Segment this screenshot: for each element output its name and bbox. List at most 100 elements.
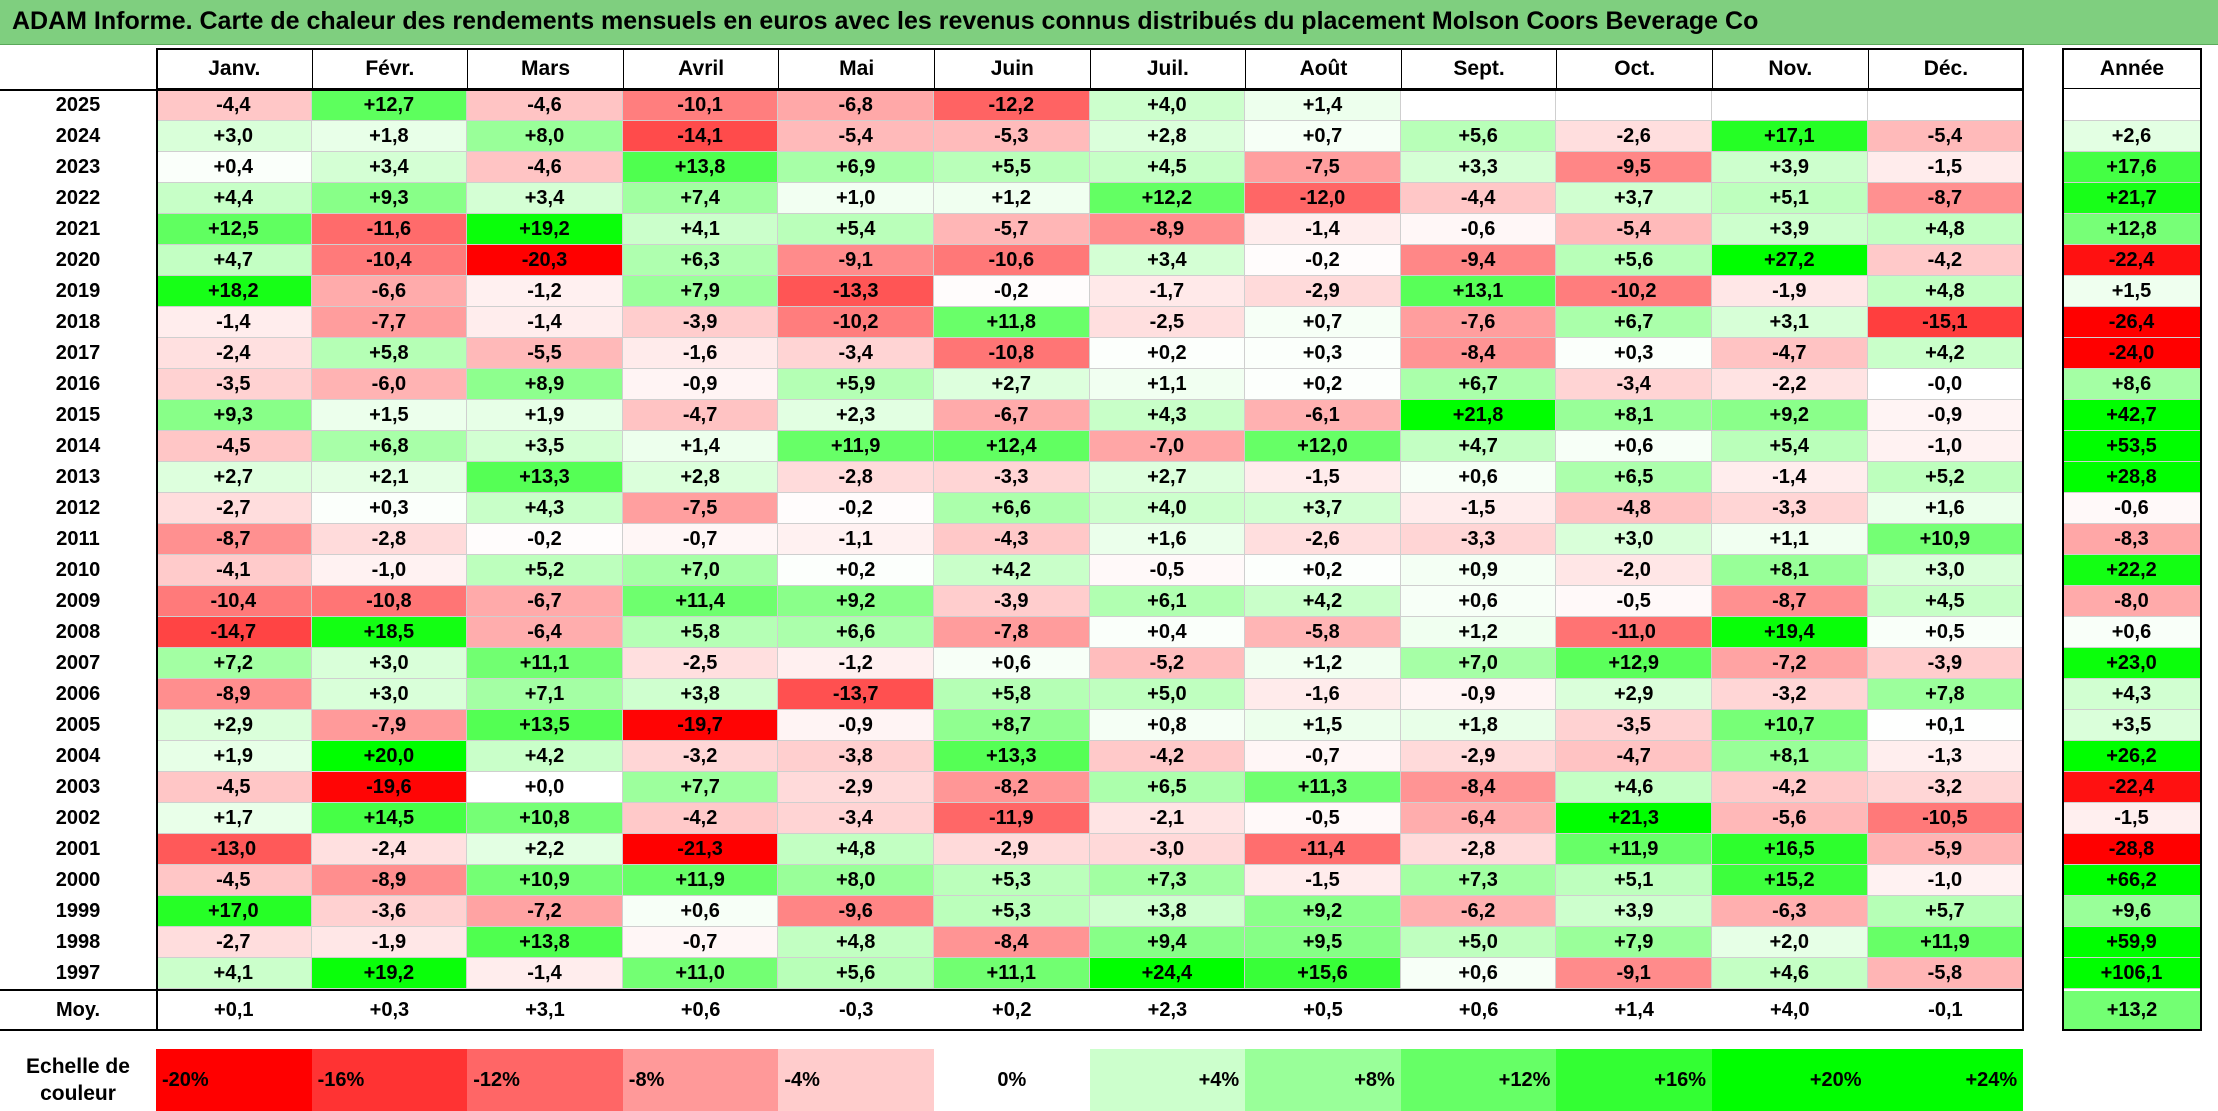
heatmap-cell: +5,1 (1556, 865, 1712, 896)
heatmap-cell: -0,9 (1867, 400, 2024, 431)
year-label: 2002 (0, 803, 156, 834)
heatmap-cell: +0,9 (1400, 555, 1557, 586)
year-label: 2006 (0, 679, 156, 710)
heatmap-cell: -11,0 (1556, 617, 1712, 648)
heatmap-cell: -3,2 (1867, 772, 2024, 803)
heatmap-cell: -4,2 (622, 803, 779, 834)
year-label: 2021 (0, 214, 156, 245)
annual-cell: -0,6 (2062, 493, 2202, 524)
heatmap-cell: -5,8 (1867, 958, 2024, 989)
title-bar: ADAM Informe. Carte de chaleur des rende… (0, 0, 2218, 45)
month-header: Oct. (1556, 48, 1713, 89)
heatmap-cell: -1,5 (1400, 493, 1557, 524)
heatmap-cell: +11,4 (622, 586, 779, 617)
heatmap-cell: +7,4 (622, 183, 779, 214)
heatmap-cell: +16,5 (1712, 834, 1868, 865)
heatmap-cell: +4,0 (1089, 90, 1246, 121)
heatmap-cell: -0,7 (1245, 741, 1401, 772)
heatmap-cell: +0,6 (1400, 462, 1557, 493)
heatmap-cell: +9,2 (1245, 896, 1401, 927)
heatmap-cell: +19,2 (467, 214, 623, 245)
heatmap-cell: -6,3 (1712, 896, 1868, 927)
heatmap-cell: -4,5 (156, 865, 312, 896)
heatmap-cell: +5,8 (622, 617, 779, 648)
heatmap-cell: -1,0 (311, 555, 468, 586)
heatmap-cell: -4,6 (467, 90, 623, 121)
heatmap-cell: +6,8 (311, 431, 468, 462)
heatmap-cell: +0,2 (1089, 338, 1246, 369)
heatmap-cell: -3,3 (1712, 493, 1868, 524)
heatmap-cell: +0,6 (1556, 431, 1712, 462)
heatmap-cell: -8,4 (1400, 338, 1557, 369)
heatmap-cell: -10,4 (156, 586, 312, 617)
heatmap-cell: +5,8 (311, 338, 468, 369)
heatmap-cell: -2,0 (1556, 555, 1712, 586)
heatmap-cell: +4,6 (1556, 772, 1712, 803)
heatmap-cell: +11,1 (467, 648, 623, 679)
color-scale-swatch: +12% (1400, 1049, 1557, 1111)
heatmap-cell: +4,2 (934, 555, 1090, 586)
heatmap-cell: -2,9 (1400, 741, 1557, 772)
annual-cell: -1,5 (2062, 803, 2202, 834)
heatmap-cell (1556, 90, 1712, 121)
heatmap-cell: +3,9 (1556, 896, 1712, 927)
annual-cell: +8,6 (2062, 369, 2202, 400)
heatmap-cell: +11,9 (778, 431, 934, 462)
page-title: ADAM Informe. Carte de chaleur des rende… (12, 7, 1759, 35)
heatmap-cell: -1,4 (467, 307, 623, 338)
heatmap-cell: +4,5 (1867, 586, 2024, 617)
annual-cell: +66,2 (2062, 865, 2202, 896)
color-scale-swatch: +20% (1712, 1049, 1868, 1111)
heatmap-cell: +2,7 (934, 369, 1090, 400)
heatmap-cell: +13,3 (467, 462, 623, 493)
heatmap-cell: +18,5 (311, 617, 468, 648)
heatmap-cell: +13,8 (467, 927, 623, 958)
month-header: Mars (467, 48, 624, 89)
heatmap-cell: +3,0 (1867, 555, 2024, 586)
heatmap-cell: -8,7 (1867, 183, 2024, 214)
heatmap-cell: -1,5 (1245, 865, 1401, 896)
heatmap-cell: +3,8 (622, 679, 779, 710)
heatmap-cell: +9,2 (1712, 400, 1868, 431)
heatmap-cell: +4,6 (1712, 958, 1868, 989)
month-header: Janv. (156, 48, 313, 89)
year-label: 2009 (0, 586, 156, 617)
annual-cell: -22,4 (2062, 772, 2202, 803)
heatmap-cell: -0,5 (1245, 803, 1401, 834)
heatmap-cell: -4,2 (1712, 772, 1868, 803)
heatmap-cell: +3,1 (1712, 307, 1868, 338)
heatmap-cell: -6,7 (934, 400, 1090, 431)
heatmap-cell: +13,3 (934, 741, 1090, 772)
average-cell: +0,6 (622, 991, 779, 1029)
heatmap-cell: -11,9 (934, 803, 1090, 834)
heatmap-cell: +1,4 (1245, 90, 1401, 121)
heatmap-cell: -2,8 (778, 462, 934, 493)
heatmap-cell: -11,6 (311, 214, 468, 245)
heatmap-cell: -19,7 (622, 710, 779, 741)
heatmap-cell: +13,5 (467, 710, 623, 741)
heatmap-cell: +0,7 (1245, 307, 1401, 338)
heatmap-cell: -1,0 (1867, 431, 2024, 462)
heatmap-cell: +10,7 (1712, 710, 1868, 741)
heatmap-cell: -9,6 (778, 896, 934, 927)
year-label: 2012 (0, 493, 156, 524)
heatmap-cell: -6,6 (311, 276, 468, 307)
heatmap-cell: +11,8 (934, 307, 1090, 338)
color-scale-swatch: +24% (1867, 1049, 2024, 1111)
heatmap-cell: -5,9 (1867, 834, 2024, 865)
heatmap-cell: +5,7 (1867, 896, 2024, 927)
heatmap-cell: +1,0 (778, 183, 934, 214)
heatmap-cell: -0,9 (1400, 679, 1557, 710)
heatmap-cell: +7,3 (1089, 865, 1246, 896)
annual-cell: +59,9 (2062, 927, 2202, 958)
heatmap-cell: -3,8 (778, 741, 934, 772)
heatmap-cell: -0,9 (778, 710, 934, 741)
average-cell: +0,6 (1400, 991, 1557, 1029)
heatmap-cell: -7,2 (467, 896, 623, 927)
heatmap-cell: +2,0 (1712, 927, 1868, 958)
heatmap-cell: +1,6 (1867, 493, 2024, 524)
rows-bottom-line (0, 989, 2024, 991)
heatmap-cell: -6,2 (1400, 896, 1557, 927)
color-scale-swatch: +4% (1089, 1049, 1246, 1111)
heatmap-cell: -4,4 (1400, 183, 1557, 214)
